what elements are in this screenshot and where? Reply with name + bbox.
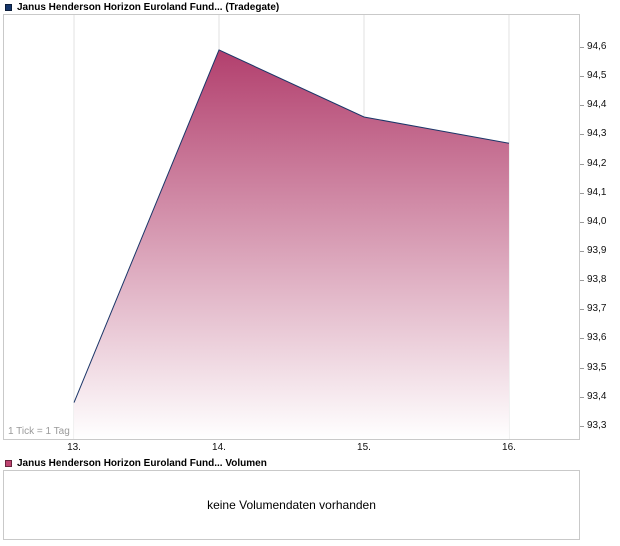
y-axis-label: 94,5 (587, 70, 607, 82)
price-legend-label: Janus Henderson Horizon Euroland Fund...… (17, 2, 280, 13)
y-axis-label: 94,6 (587, 41, 607, 53)
y-axis-tick (580, 105, 584, 107)
x-axis-label: 13. (67, 442, 81, 453)
price-line (73, 49, 510, 403)
y-axis-tick (580, 47, 584, 49)
y-axis-label: 93,7 (587, 303, 607, 315)
y-axis-label: 94,4 (587, 99, 607, 111)
x-axis-label: 14. (212, 442, 226, 453)
price-series-swatch-icon (5, 4, 12, 11)
x-axis-label: 15. (357, 442, 371, 453)
x-axis: 13. 14. 15. 16. (4, 442, 581, 456)
price-legend: Janus Henderson Horizon Euroland Fund...… (5, 2, 279, 13)
y-axis-label: 93,4 (587, 390, 607, 402)
y-axis-label: 93,5 (587, 361, 607, 373)
y-axis-label: 93,8 (587, 274, 607, 286)
volume-series-swatch-icon (5, 460, 12, 467)
price-area-chart (73, 15, 510, 439)
y-axis-tick (580, 163, 584, 165)
y-axis-tick (580, 367, 584, 369)
y-axis-label: 93,3 (587, 419, 607, 431)
volume-legend-label: Janus Henderson Horizon Euroland Fund...… (17, 458, 267, 469)
y-axis-label: 93,9 (587, 245, 607, 257)
y-axis-tick (580, 76, 584, 78)
y-axis-tick (580, 280, 584, 282)
y-axis-label: 94,0 (587, 215, 607, 227)
y-axis-tick (580, 251, 584, 253)
y-axis-label: 94,2 (587, 157, 607, 169)
y-axis-label: 93,6 (587, 332, 607, 344)
y-axis-tick (580, 221, 584, 223)
tick-note: 1 Tick = 1 Tag (8, 426, 70, 437)
y-axis-tick (580, 425, 584, 427)
y-axis-tick (580, 309, 584, 311)
x-axis-label: 16. (502, 442, 516, 453)
y-axis-tick (580, 134, 584, 136)
y-axis: 94,6 94,5 94,4 94,3 94,2 94,1 94,0 93,9 93,8 93,7… (580, 15, 620, 439)
y-axis-tick (580, 396, 584, 398)
price-area-fill (74, 49, 509, 439)
volume-message: keine Volumendaten vorhanden (207, 498, 376, 512)
y-axis-tick (580, 192, 584, 194)
price-plot: 1 Tick = 1 Tag (3, 14, 580, 440)
volume-panel: keine Volumendaten vorhanden (3, 470, 580, 540)
y-axis-tick (580, 338, 584, 340)
y-axis-label: 94,3 (587, 128, 607, 140)
volume-legend: Janus Henderson Horizon Euroland Fund...… (5, 458, 267, 469)
y-axis-label: 94,1 (587, 186, 607, 198)
